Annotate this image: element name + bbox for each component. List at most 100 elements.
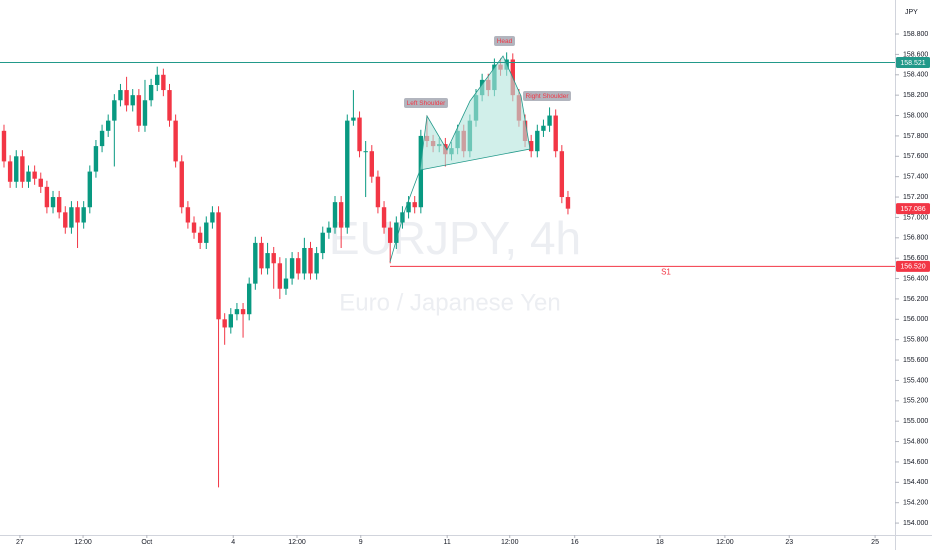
candle-body [553,115,558,152]
candle-body [191,222,197,233]
level-name: S1 [661,267,671,276]
x-tick-label: 12:00 [716,539,734,546]
annotation-box [523,91,571,101]
y-tick-label: 158.000 [903,112,928,119]
y-tick-label: 155.800 [903,337,928,344]
x-tick-label: 18 [656,539,664,546]
candle-body [559,151,565,198]
candle-body [14,156,19,182]
candle-body [541,125,546,131]
candle-body [136,95,142,126]
candle-body [302,247,307,274]
y-tick-label: 156.200 [903,296,928,303]
annotation: Right Shoulder [526,93,570,100]
level-tag-box [896,260,930,272]
candle-body [326,227,332,233]
candle-body [26,171,31,182]
plot-area [1,52,571,488]
candle-body [271,253,276,264]
candle-body [265,253,270,269]
candle-body [535,130,540,152]
y-tick-label: 154.400 [903,479,928,486]
x-tick-label: 9 [359,539,363,546]
level-tag: 156.520 [900,264,925,271]
watermark: EURJPY, 4h [329,212,581,264]
candle-body [289,258,295,279]
candle-body [345,120,350,228]
x-tick-label: 25 [871,539,879,546]
candle-body [357,117,362,152]
y-tick-label: 156.600 [903,255,928,262]
pattern-outline [389,55,531,263]
candle-body [204,222,209,243]
y-tick-label: 157.800 [903,133,928,140]
y-tick-label: 154.200 [903,500,928,507]
candle-body [259,242,264,269]
x-tick-label: 4 [231,539,235,546]
candle-body [38,178,43,187]
candle-body [124,90,129,106]
candle-body [210,212,215,223]
candle-body [234,309,240,315]
x-tick-label: 16 [571,539,579,546]
y-tick-label: 158.800 [903,31,928,38]
candle-body [332,202,338,228]
axes: 158.800 158.600 158.400 158.200 158.000 157.8… [16,31,930,546]
candle-body [93,146,99,172]
candle-body [81,207,86,223]
candle-body [314,253,319,274]
candle-body [412,202,417,208]
candle-body [363,151,368,153]
candle-body [228,314,233,328]
candle-body [32,171,37,179]
candle-body [173,120,178,162]
candle-body [320,232,325,254]
candle-body [148,84,154,101]
candle-body [406,202,411,213]
y-tick-label: 157.000 [903,214,928,221]
candle-body [296,258,301,274]
last-price-tag: 157.086 [900,206,925,213]
candle-body [161,74,166,91]
candle-body [167,90,172,121]
candle-body [418,135,424,208]
level-tag: 158.521 [900,60,925,67]
y-tick-label: 156.000 [903,316,928,323]
candle-body [381,207,387,228]
y-tick-label: 155.400 [903,377,928,384]
x-tick-label: 12:00 [288,539,306,546]
candle-body [308,247,313,274]
candle-body [216,212,221,320]
candle-body [283,278,289,289]
y-tick-label: 155.200 [903,398,928,405]
candle-body [246,283,252,315]
candle-body [1,130,7,162]
candle-body [99,130,105,147]
x-tick-label: 12:00 [74,539,92,546]
annotation: Head [497,38,513,45]
candle-body [87,171,93,208]
candle-body [50,197,56,208]
candle-body [369,151,374,177]
candle-body [253,242,258,284]
candle-body [338,202,344,228]
y-tick-label: 157.600 [903,153,928,160]
last-price-tag-box [896,203,930,215]
y-tick-label: 154.000 [903,520,928,527]
candle-body [105,120,111,131]
candle-body [63,212,68,228]
candle-body [44,186,50,208]
candle-body [394,222,399,243]
pattern-fill [420,56,530,170]
overlays: S1 [0,61,895,276]
candle-body [75,207,80,223]
candle-body [130,95,135,106]
y-tick-label: 158.600 [903,51,928,58]
annotation-box [494,36,515,46]
candle-body [185,207,191,223]
annotation-box [404,98,448,108]
y-tick-label: 154.600 [903,459,928,466]
x-tick-label: 12:00 [501,539,519,546]
candle-body [20,156,25,182]
